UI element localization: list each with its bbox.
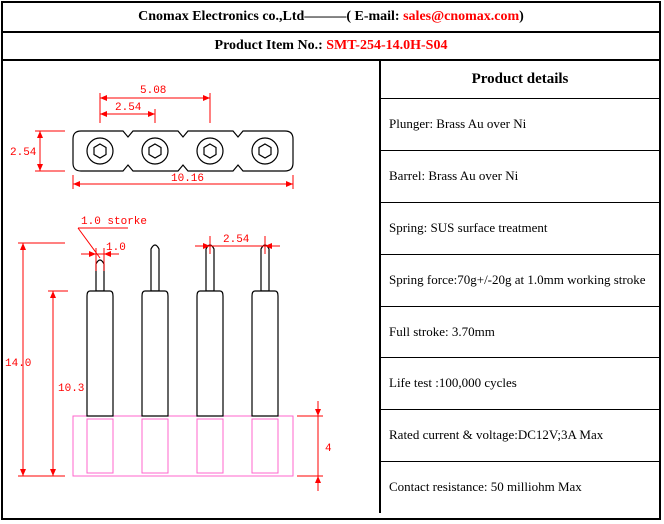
dim-height-top: 2.54 [10,147,37,159]
pin-3 [197,245,223,416]
dim-overall-w: 10.16 [171,173,204,185]
detail-rated: Rated current & voltage:DC12V;3A Max [381,410,659,462]
dim-barrel-h: 10.3 [58,383,84,395]
detail-spring: Spring: SUS surface treatment [381,203,659,255]
dim-stroke-label: 1.0 storke [81,216,147,228]
item-label: Product Item No.: [215,38,327,53]
company-header: Cnomax Electronics co.,Ltd———( E-mail: s… [3,3,659,33]
detail-life-test: Life test :100,000 cycles [381,358,659,410]
pin-1 [87,260,113,416]
technical-drawing: 5.08 2.54 10.16 [3,61,381,513]
main-area: 5.08 2.54 10.16 [3,61,659,513]
detail-barrel: Barrel: Brass Au over Ni [381,151,659,203]
dim-total-h: 14.0 [5,358,31,370]
detail-full-stroke: Full stroke: 3.70mm [381,307,659,359]
datasheet-container: Cnomax Electronics co.,Ltd———( E-mail: s… [1,1,661,520]
dim-tip-w: 1.0 [106,242,126,254]
detail-spring-force: Spring force:70g+/-20g at 1.0mm working … [381,255,659,307]
company-close: ) [519,9,524,24]
detail-contact-res: Contact resistance: 50 milliohm Max [381,462,659,513]
detail-plunger: Plunger: Brass Au over Ni [381,99,659,151]
dim-pitch2x: 5.08 [140,85,166,97]
details-title: Product details [381,61,659,99]
company-name: Cnomax Electronics co.,Ltd———( E-mail: [138,9,403,24]
item-row: Product Item No.: SMT-254-14.0H-S04 [3,33,659,61]
item-number: SMT-254-14.0H-S04 [326,38,447,53]
dim-pitch-side: 2.54 [223,234,250,246]
dim-base-h: 4 [325,443,332,455]
pin-2 [142,245,168,416]
drawing-panel: 5.08 2.54 10.16 [3,61,381,513]
pin-4 [252,245,278,416]
email-link[interactable]: sales@cnomax.com [403,9,519,24]
dim-pitch-top: 2.54 [115,102,142,114]
details-panel: Product details Plunger: Brass Au over N… [381,61,659,513]
